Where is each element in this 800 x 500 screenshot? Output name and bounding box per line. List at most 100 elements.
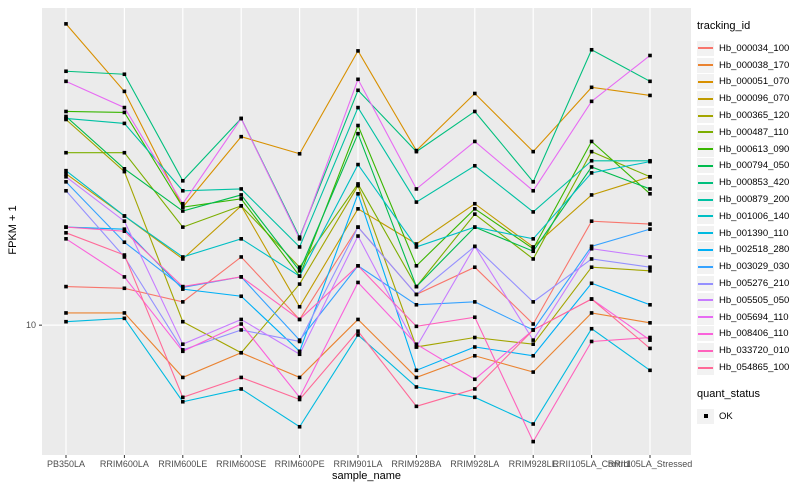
data-point [473, 335, 477, 340]
data-point [356, 182, 360, 186]
data-point [473, 207, 477, 211]
legend-item-Hb_000051_070: Hb_000051_070 [697, 74, 799, 91]
data-point [122, 167, 127, 171]
data-point [531, 246, 535, 251]
data-point [356, 105, 360, 110]
data-point [181, 399, 185, 404]
data-point [473, 212, 477, 216]
data-point [64, 188, 68, 193]
data-point [589, 281, 594, 286]
legend-label: Hb_000853_420 [719, 177, 790, 189]
data-point [648, 159, 652, 164]
data-point [531, 249, 535, 254]
x-tick-label: RRIM600PE [275, 459, 325, 469]
data-point [181, 375, 185, 380]
data-point [122, 169, 127, 174]
legend-key [697, 74, 714, 90]
data-point [589, 297, 594, 301]
data-point [297, 237, 302, 241]
data-point [531, 300, 535, 304]
data-point [356, 77, 360, 82]
legend-items: Hb_000034_100 Hb_000038_170 Hb_000051_070 H… [697, 40, 799, 376]
data-point [181, 257, 185, 261]
data-point [414, 200, 419, 204]
data-point [356, 88, 360, 93]
data-point [64, 168, 68, 173]
data-point [473, 377, 477, 382]
legend-item-Hb_000038_170: Hb_000038_170 [697, 57, 799, 74]
data-point [297, 375, 302, 380]
data-point [122, 311, 127, 315]
data-point [239, 328, 243, 332]
data-point [414, 245, 419, 249]
data-point [64, 319, 68, 324]
data-point [531, 338, 535, 342]
line-sample-icon [698, 232, 713, 235]
data-point [297, 304, 302, 309]
data-point [239, 375, 243, 380]
data-point [297, 317, 302, 322]
data-point [356, 280, 360, 285]
legend-key [697, 141, 714, 157]
data-point [589, 265, 594, 270]
legend-key [697, 276, 714, 292]
line-sample-icon [698, 148, 713, 151]
data-point [297, 397, 302, 402]
data-point [122, 286, 127, 291]
legend-item-Hb_000487_110: Hb_000487_110 [697, 124, 799, 141]
data-point [473, 315, 477, 320]
data-point [414, 284, 419, 289]
legend-key-ok [697, 408, 714, 424]
data-point [531, 257, 535, 261]
data-point [648, 191, 652, 196]
line-sample-icon [698, 215, 713, 218]
data-point [589, 47, 594, 52]
legend-key [697, 259, 714, 275]
plot-panel [42, 8, 691, 455]
data-point [181, 209, 185, 213]
legend-label: Hb_000038_170 [719, 59, 790, 71]
data-point [473, 387, 477, 391]
data-point [356, 264, 360, 268]
data-point [531, 149, 535, 154]
line-sample-icon [698, 316, 713, 319]
data-point [297, 274, 302, 278]
data-point [122, 105, 127, 110]
data-point [648, 269, 652, 273]
data-point [589, 139, 594, 144]
data-point [531, 353, 535, 358]
data-point [297, 395, 302, 400]
data-point [648, 79, 652, 84]
legend-label: Hb_054865_100 [719, 362, 790, 374]
data-point [122, 275, 127, 279]
line-sample-icon [698, 248, 713, 251]
data-point [181, 179, 185, 183]
data-point [589, 219, 594, 223]
legend-label: Hb_000879_200 [719, 194, 790, 206]
data-point [64, 150, 68, 155]
data-point [473, 300, 477, 304]
data-point [473, 201, 477, 206]
data-point [64, 109, 68, 114]
data-point [648, 368, 652, 373]
legend-key [697, 40, 714, 56]
data-point [473, 265, 477, 270]
line-sample-icon [698, 282, 713, 285]
data-point [297, 352, 302, 357]
line-sample-icon [698, 47, 713, 50]
legend-key [697, 108, 714, 124]
data-point [181, 255, 185, 259]
legend-label: Hb_001390_110 [719, 227, 789, 239]
data-point [414, 404, 419, 409]
data-point [414, 342, 419, 346]
legend-label: Hb_005505_050 [719, 294, 790, 306]
x-tick-label: RRIM928LA [450, 459, 499, 469]
data-point [122, 214, 127, 218]
data-point [239, 294, 243, 299]
data-point [181, 284, 185, 289]
line-sample-icon [698, 332, 713, 335]
data-point [64, 22, 68, 26]
data-point [356, 123, 360, 128]
